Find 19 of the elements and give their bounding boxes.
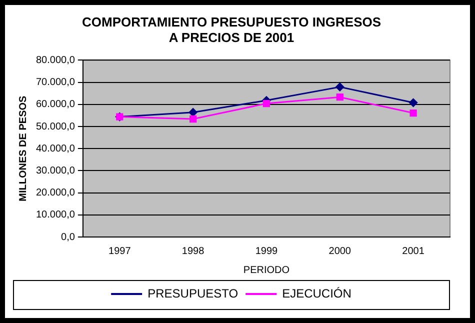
y-tick-label: 70.000,0 <box>36 77 76 88</box>
y-tick-label: 40.000,0 <box>36 143 76 154</box>
x-tick-label: 1998 <box>182 246 205 257</box>
legend-label: EJECUCIÓN <box>282 286 352 300</box>
y-tick-label: 60.000,0 <box>36 99 76 110</box>
y-tick-label: 80.000,0 <box>36 54 76 66</box>
x-tick-label: 1997 <box>108 246 132 257</box>
x-tick-label: 2000 <box>328 246 352 257</box>
x-tick-label: 2001 <box>402 246 425 257</box>
y-tick-label: 10.000,0 <box>36 210 76 221</box>
y-tick-label: 20.000,0 <box>36 188 76 199</box>
legend-label: PRESUPUESTO <box>148 286 238 300</box>
chart-title: COMPORTAMIENTO PRESUPUESTO INGRESOS A PRECIOS DE 2001 <box>82 14 382 45</box>
y-tick-label: 50.000,0 <box>36 121 76 132</box>
y-axis-title: MILLONES DE PESOS <box>18 95 29 202</box>
y-tick-label: 0,0 <box>61 232 76 243</box>
y-tick-label: 30.000,0 <box>36 165 76 176</box>
x-tick-label: 1999 <box>255 246 278 257</box>
x-axis-title: PERIODO <box>243 264 290 276</box>
